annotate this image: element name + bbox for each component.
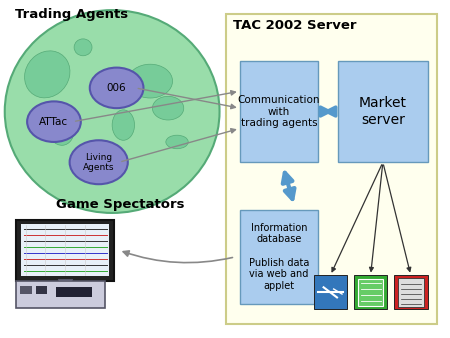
Circle shape xyxy=(27,101,81,142)
Bar xyxy=(36,286,47,294)
Text: ATTac: ATTac xyxy=(40,117,68,127)
Ellipse shape xyxy=(5,10,220,213)
FancyBboxPatch shape xyxy=(21,224,109,276)
Circle shape xyxy=(70,140,128,184)
FancyBboxPatch shape xyxy=(226,14,436,324)
FancyBboxPatch shape xyxy=(38,290,92,296)
Ellipse shape xyxy=(99,68,130,101)
FancyBboxPatch shape xyxy=(314,275,347,309)
Ellipse shape xyxy=(128,64,172,98)
Ellipse shape xyxy=(112,110,135,140)
FancyBboxPatch shape xyxy=(338,61,428,162)
Text: 006: 006 xyxy=(107,83,126,93)
Ellipse shape xyxy=(47,112,74,145)
FancyBboxPatch shape xyxy=(240,210,318,304)
Text: Information
database

Publish data
via web and
applet: Information database Publish data via we… xyxy=(249,223,309,291)
Bar xyxy=(20,286,32,294)
FancyBboxPatch shape xyxy=(240,61,318,162)
Ellipse shape xyxy=(74,39,92,56)
FancyBboxPatch shape xyxy=(16,220,114,281)
Ellipse shape xyxy=(153,96,184,120)
Text: TAC 2002 Server: TAC 2002 Server xyxy=(233,19,356,31)
Ellipse shape xyxy=(166,135,188,149)
Text: Communication
with
trading agents: Communication with trading agents xyxy=(238,95,320,128)
Ellipse shape xyxy=(25,51,70,98)
FancyBboxPatch shape xyxy=(394,275,428,309)
Circle shape xyxy=(90,68,144,108)
Text: Trading Agents: Trading Agents xyxy=(15,8,128,21)
FancyBboxPatch shape xyxy=(16,281,105,308)
FancyBboxPatch shape xyxy=(398,278,424,307)
FancyBboxPatch shape xyxy=(58,279,72,291)
Text: Game Spectators: Game Spectators xyxy=(56,198,184,211)
Text: Market
server: Market server xyxy=(359,96,407,127)
Bar xyxy=(56,287,92,297)
Text: Living
Agents: Living Agents xyxy=(83,152,114,172)
FancyBboxPatch shape xyxy=(354,275,387,309)
FancyBboxPatch shape xyxy=(358,279,383,306)
